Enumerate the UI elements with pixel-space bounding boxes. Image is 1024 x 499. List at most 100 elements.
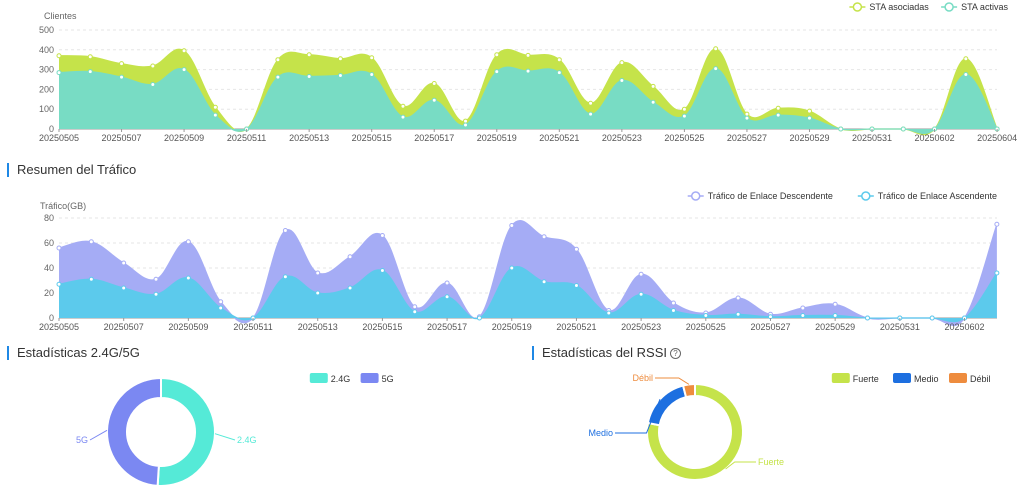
clients-x-tick-label: 20250507 <box>102 133 142 143</box>
traffic-x-tick-label: 20250511 <box>233 322 272 332</box>
traffic-point <box>444 294 450 300</box>
clients-point <box>775 112 781 118</box>
rssi-legend-label: Débil <box>970 374 991 384</box>
traffic-x-tick-label: 20250507 <box>104 322 144 332</box>
traffic-point <box>800 305 806 311</box>
clients-point <box>744 115 750 121</box>
traffic-point <box>638 291 644 297</box>
clients-point <box>275 57 281 63</box>
traffic-legend: Tráfico de Enlace Ascendente Tráfico de E… <box>687 191 997 201</box>
clients-point <box>494 52 500 58</box>
clients-point <box>150 63 156 69</box>
clients-point <box>212 104 218 110</box>
clients-x-tick-label: 20250511 <box>227 133 266 143</box>
clients-point <box>900 126 906 132</box>
traffic-point <box>379 268 385 273</box>
rssi-slice-dbil <box>681 382 696 399</box>
clients-point <box>713 66 719 72</box>
traffic-y-tick-label: 0 <box>49 313 54 323</box>
traffic-x-tick-label: 20250523 <box>621 322 661 332</box>
rssi-legend: Débil Medio Fuerte <box>831 373 991 384</box>
clients-point <box>400 114 406 120</box>
band-donut-chart: 2.4G 5G 5G 2.4G <box>76 373 394 487</box>
traffic-y-axis-label: Tráfico(GB) <box>40 201 86 211</box>
clients-x-tick-label: 20250529 <box>789 133 829 143</box>
clients-point <box>56 53 62 59</box>
clients-point <box>556 70 562 76</box>
traffic-point <box>56 281 62 287</box>
traffic-point <box>541 234 547 240</box>
clients-point <box>181 67 187 73</box>
traffic-point <box>153 291 159 297</box>
rssi-legend-label: Fuerte <box>853 374 879 384</box>
traffic-x-tick-label: 20250602 <box>944 322 984 332</box>
clients-point <box>306 74 312 80</box>
clients-x-tick-label: 20250525 <box>664 133 704 143</box>
traffic-point <box>476 315 482 321</box>
clients-y-tick-label: 200 <box>39 84 54 94</box>
traffic-point <box>865 315 870 321</box>
clients-x-tick-label: 20250527 <box>727 133 767 143</box>
band-legend-swatch <box>360 373 379 383</box>
traffic-legend-marker <box>861 191 871 201</box>
traffic-y-tick-label: 40 <box>44 263 54 273</box>
clients-point <box>337 73 343 79</box>
clients-point <box>806 108 812 114</box>
traffic-section-title: Resumen del Tráfico <box>7 163 136 177</box>
clients-point <box>87 69 93 75</box>
clients-area-1 <box>59 67 998 134</box>
clients-point <box>87 54 93 60</box>
traffic-y-tick-label: 60 <box>44 238 54 248</box>
clients-x-tick-label: 20250602 <box>915 133 955 143</box>
traffic-point <box>444 280 450 286</box>
clients-point <box>431 80 437 86</box>
band-legend-swatch <box>309 373 328 383</box>
traffic-point <box>638 271 644 277</box>
traffic-point <box>185 275 191 281</box>
traffic-point <box>412 309 418 315</box>
traffic-point <box>282 274 288 280</box>
clients-point <box>556 57 562 63</box>
traffic-point <box>541 279 547 285</box>
band-slice-label: 5G <box>76 435 88 445</box>
rssi-legend-swatch <box>893 373 911 383</box>
rssi-slice-label: Fuerte <box>758 457 784 467</box>
clients-point <box>181 48 187 54</box>
clients-point <box>369 55 375 61</box>
band-section-title: Estadísticas 2.4G/5G <box>7 346 140 360</box>
clients-x-tick-label: 20250509 <box>164 133 204 143</box>
clients-point <box>463 118 469 124</box>
traffic-point <box>121 260 127 266</box>
traffic-point <box>315 290 321 296</box>
clients-point <box>525 52 531 58</box>
traffic-point <box>703 313 709 318</box>
clients-y-tick-label: 500 <box>39 25 54 35</box>
clients-legend-marker <box>852 2 863 12</box>
traffic-y-tick-label: 80 <box>44 213 54 223</box>
traffic-x-tick-label: 20250505 <box>39 322 79 332</box>
traffic-point <box>606 310 612 316</box>
traffic-point <box>347 285 353 291</box>
traffic-point <box>121 285 127 291</box>
rssi-slice-fuerte <box>646 382 744 481</box>
clients-point <box>650 83 656 89</box>
traffic-legend-label: Tráfico de Enlace Descendente <box>708 191 833 201</box>
clients-legend-label: STA activas <box>961 2 1008 12</box>
question-circle-icon[interactable]: ? <box>670 348 681 359</box>
traffic-point <box>735 311 741 317</box>
rssi-label-line <box>615 398 661 434</box>
traffic-point <box>218 299 224 305</box>
clients-y-tick-label: 400 <box>39 45 54 55</box>
traffic-y-tick-label: 20 <box>44 288 54 298</box>
traffic-point <box>509 265 515 271</box>
clients-point <box>681 106 687 112</box>
band-slice-24g <box>156 376 216 487</box>
clients-point <box>119 74 125 80</box>
clients-point <box>744 111 750 117</box>
clients-legend-label: STA asociadas <box>869 2 929 12</box>
traffic-point <box>218 305 224 311</box>
clients-x-tick-label: 20250523 <box>602 133 642 143</box>
traffic-point <box>670 300 676 306</box>
traffic-point <box>509 223 515 228</box>
traffic-point <box>832 313 838 318</box>
